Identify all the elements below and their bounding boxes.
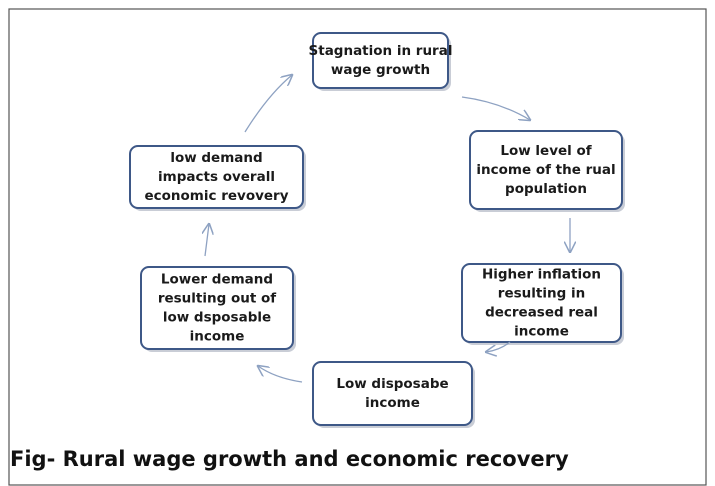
- node-label: Low level of: [500, 143, 591, 159]
- node-box: [461, 263, 622, 343]
- node-box: [140, 266, 294, 350]
- node: Lower demand resulting out of low dsposabl…: [140, 266, 296, 352]
- node: Low disposabe income: [312, 361, 475, 428]
- node-label: low demand: [170, 150, 262, 166]
- node-box: [129, 145, 304, 209]
- arrow: [486, 341, 511, 352]
- arrow: [205, 224, 209, 257]
- node-label: wage growth: [331, 62, 430, 78]
- node-label: resulting out of: [158, 291, 276, 307]
- node-label: impacts overall: [158, 169, 275, 185]
- node-label: income: [365, 395, 420, 411]
- node-label: income: [514, 324, 569, 340]
- node: Stagnation in rural wage growth: [309, 32, 453, 91]
- node-label: Stagnation in rural: [309, 43, 453, 59]
- node-label: income of the rual: [476, 162, 615, 178]
- arrow: [258, 366, 303, 383]
- node-label: resulting in: [498, 286, 585, 302]
- node-label: Low disposabe: [336, 376, 448, 392]
- caption: Fig- Rural wage growth and economic reco…: [10, 447, 569, 471]
- node-label: income: [190, 329, 245, 345]
- node-box: [312, 361, 473, 426]
- node-label: economic revovery: [144, 188, 288, 204]
- arrow: [244, 75, 292, 133]
- node-label: population: [505, 181, 587, 197]
- node: Higher inflation resulting in decreased re…: [461, 263, 624, 345]
- node-label: Lower demand: [161, 272, 273, 288]
- node: low demand impacts overall economic revove…: [129, 145, 306, 211]
- node: Low level of income of the rual population: [469, 130, 625, 212]
- node-box: [469, 130, 623, 210]
- node-label: decreased real: [485, 305, 598, 321]
- node-label: Higher inflation: [482, 267, 601, 283]
- node-box: [312, 32, 449, 89]
- nodes: Stagnation in rural wage growth Low level …: [129, 32, 625, 428]
- frame: [8, 8, 707, 486]
- node-label: low dsposable: [163, 310, 271, 326]
- arrow: [461, 96, 530, 120]
